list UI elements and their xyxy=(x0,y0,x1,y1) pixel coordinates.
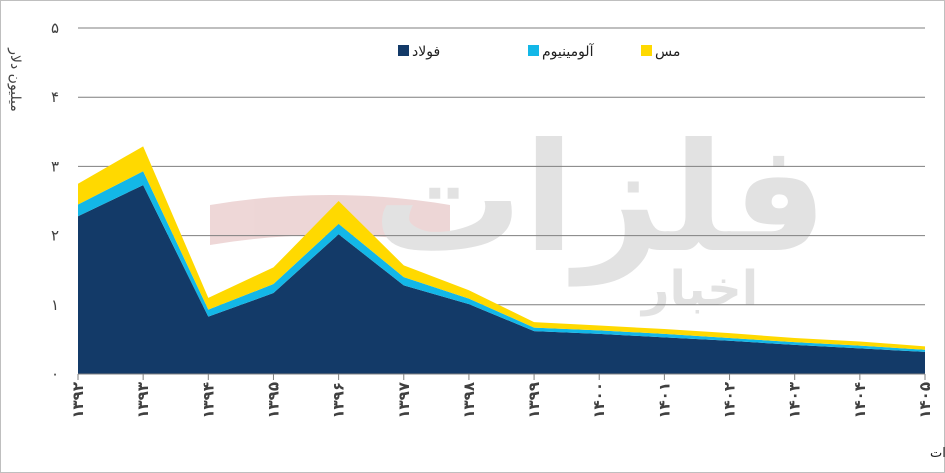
y-axis-title-group: میلیون دلار xyxy=(7,47,23,112)
area-series xyxy=(78,146,925,374)
area-series-1 xyxy=(78,171,925,352)
area-series-2 xyxy=(78,146,925,350)
watermark-main-text: فلزات xyxy=(373,112,828,287)
x-tick-label: ۱۳۹۳ xyxy=(134,382,152,419)
x-tick-label: ۱۳۹۷ xyxy=(395,382,413,419)
x-tick-label: ۱۴۰۳ xyxy=(786,382,804,419)
x-tick-label: ۱۳۹۴ xyxy=(199,382,217,419)
x-tick-label: ۱۳۹۸ xyxy=(460,382,478,419)
x-tick-label: ۱۴۰۲ xyxy=(721,382,739,419)
legend-swatch-1 xyxy=(528,45,539,56)
y-tick-label: ۰ xyxy=(51,365,59,383)
legend-swatch-0 xyxy=(398,45,409,56)
x-tick-label: ۱۳۹۲ xyxy=(69,382,87,419)
area-series-0 xyxy=(78,185,925,374)
watermark-sub-text: اخبار xyxy=(640,261,758,317)
y-tick-label: ۵ xyxy=(51,19,59,37)
legend-label-1: آلومینیوم xyxy=(542,43,595,60)
axes: ۱۳۹۲ ۱۳۹۳ ۱۳۹۴ ۱۳۹۵ ۱۳۹۶ ۱۳۹۷ ۱۳۹۸ ۱۳۹۹ ۱۴۰۰ ۱۴۰۱… xyxy=(69,373,934,419)
x-tick-label: ۱۴۰۵ xyxy=(916,382,934,419)
legend-swatch-2 xyxy=(641,45,652,56)
y-axis-title: میلیون دلار xyxy=(7,47,23,112)
y-tick-label: ۲ xyxy=(51,227,59,245)
y-tick-label: ۴ xyxy=(51,88,59,106)
source-note: منبع: وزارت میراث فرهنگی، گردشگری و صنای… xyxy=(930,445,945,461)
x-tick-label: ۱۳۹۹ xyxy=(525,382,543,419)
y-tick-label: ۳ xyxy=(51,157,59,175)
legend-label-2: مس xyxy=(655,44,680,60)
y-tick-label: ۱ xyxy=(51,296,59,314)
x-tick-label: ۱۴۰۱ xyxy=(655,382,673,419)
legend: فولاد آلومینیوم مس xyxy=(398,43,680,60)
x-tick-label: ۱۳۹۶ xyxy=(330,382,348,419)
x-tick-label: ۱۳۹۵ xyxy=(264,382,282,419)
legend-label-0: فولاد xyxy=(412,44,440,60)
x-tick-label: ۱۴۰۴ xyxy=(851,382,869,419)
x-tick-label: ۱۴۰۰ xyxy=(590,382,608,419)
